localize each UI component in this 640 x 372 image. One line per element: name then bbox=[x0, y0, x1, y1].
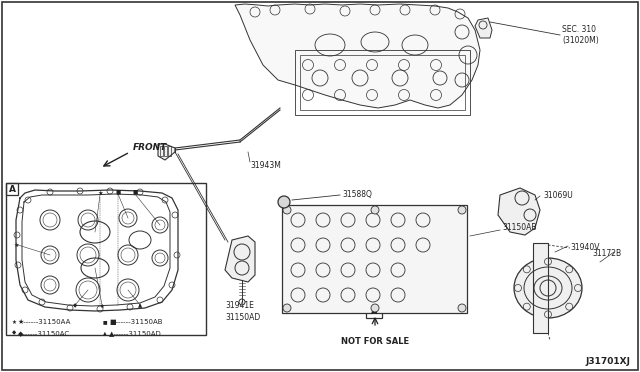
Text: ▲: ▲ bbox=[103, 330, 107, 336]
Polygon shape bbox=[225, 236, 255, 282]
Circle shape bbox=[283, 206, 291, 214]
Bar bbox=[533, 243, 548, 333]
Bar bbox=[164, 146, 167, 156]
Bar bbox=[295, 50, 470, 115]
Text: ◆------31150AC: ◆------31150AC bbox=[18, 330, 70, 336]
Polygon shape bbox=[498, 188, 540, 235]
Ellipse shape bbox=[514, 258, 582, 318]
Text: 31941E: 31941E bbox=[225, 301, 254, 310]
Text: 31150AD: 31150AD bbox=[225, 314, 260, 323]
Text: (31020M): (31020M) bbox=[562, 35, 599, 45]
Text: ★: ★ bbox=[12, 320, 17, 324]
Text: 31940V: 31940V bbox=[570, 244, 600, 253]
Circle shape bbox=[371, 206, 379, 214]
Text: A: A bbox=[8, 185, 15, 193]
Bar bbox=[282, 205, 467, 313]
Bar bbox=[300, 55, 465, 110]
Text: J31701XJ: J31701XJ bbox=[585, 357, 630, 366]
Circle shape bbox=[371, 304, 379, 312]
Text: 31069U: 31069U bbox=[543, 190, 573, 199]
Text: ■: ■ bbox=[115, 189, 120, 195]
Bar bbox=[160, 146, 163, 156]
Text: ★: ★ bbox=[97, 190, 103, 196]
Bar bbox=[366, 306, 382, 318]
Circle shape bbox=[278, 196, 290, 208]
Text: ■: ■ bbox=[102, 320, 108, 324]
Text: ★: ★ bbox=[100, 304, 104, 308]
Circle shape bbox=[458, 206, 466, 214]
Text: 31150AB: 31150AB bbox=[502, 224, 536, 232]
Text: ▲: ▲ bbox=[138, 304, 142, 308]
Text: ■: ■ bbox=[132, 189, 138, 195]
Text: A: A bbox=[371, 308, 377, 317]
Text: ★------31150AA: ★------31150AA bbox=[18, 319, 72, 325]
Text: FRONT: FRONT bbox=[133, 144, 167, 153]
Circle shape bbox=[458, 304, 466, 312]
Circle shape bbox=[283, 304, 291, 312]
Text: ◆: ◆ bbox=[12, 330, 16, 336]
Text: SEC. 310: SEC. 310 bbox=[562, 26, 596, 35]
Bar bbox=[6, 183, 18, 195]
Polygon shape bbox=[158, 144, 175, 160]
Text: ◆: ◆ bbox=[73, 304, 77, 308]
Text: 31172B: 31172B bbox=[593, 248, 622, 257]
Text: ★: ★ bbox=[13, 243, 19, 247]
Text: 31943M: 31943M bbox=[250, 160, 281, 170]
Polygon shape bbox=[475, 18, 492, 38]
Text: ■------31150AB: ■------31150AB bbox=[109, 319, 163, 325]
Text: ▲------31150AD: ▲------31150AD bbox=[109, 330, 162, 336]
Text: 31588Q: 31588Q bbox=[342, 189, 372, 199]
Polygon shape bbox=[235, 4, 480, 108]
Bar bbox=[168, 146, 171, 156]
Text: NOT FOR SALE: NOT FOR SALE bbox=[341, 337, 409, 346]
Bar bbox=[6, 183, 206, 335]
